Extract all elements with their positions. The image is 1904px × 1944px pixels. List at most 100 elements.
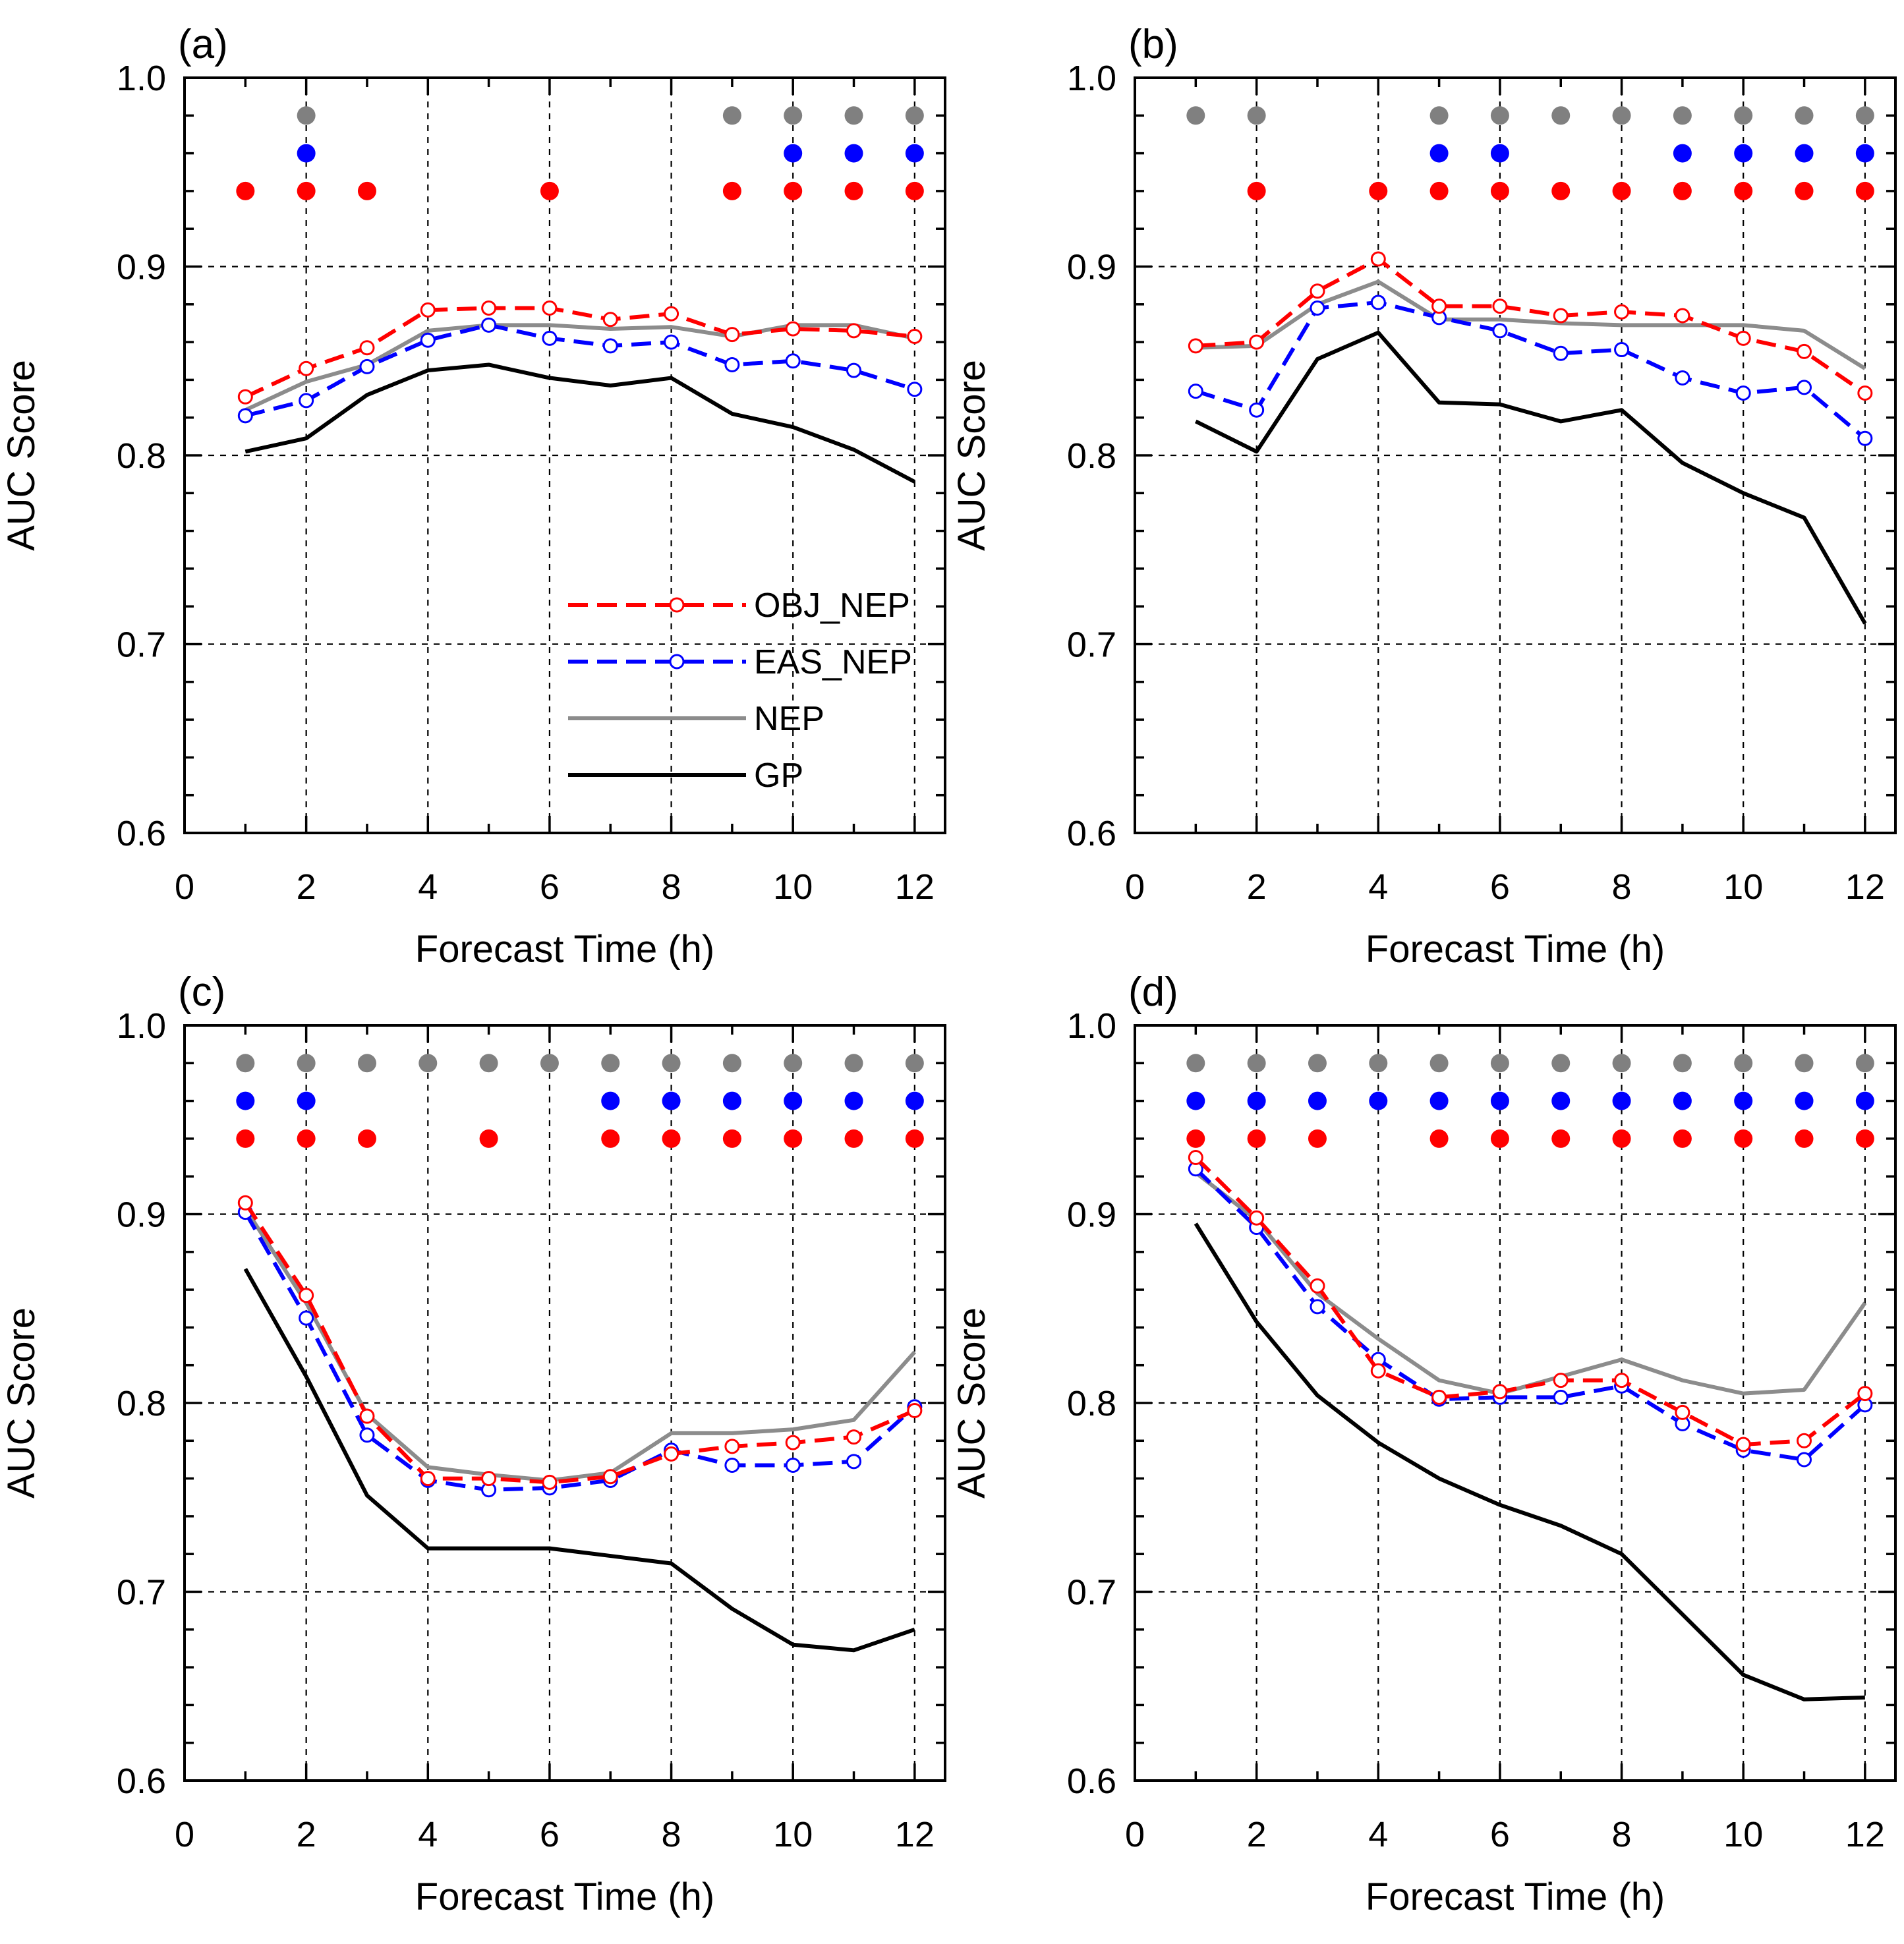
data-point-obj-nep: [1797, 343, 1812, 359]
significance-dot-gray: [236, 1054, 255, 1073]
significance-dot-blue: [1369, 1091, 1388, 1110]
significance-dot-red: [784, 181, 803, 200]
data-point-eas-nep: [542, 330, 558, 346]
y-tick-label: 0.9: [1067, 1195, 1116, 1235]
grid-b: [1135, 78, 1895, 833]
significance-dot-blue: [1734, 144, 1753, 163]
significance-dot-gray: [1795, 1054, 1814, 1073]
grid-c: [185, 1025, 945, 1781]
significance-dot-blue: [1673, 1091, 1692, 1110]
significance-dot-red: [297, 181, 316, 200]
legend: OBJ_NEP EAS_NEP NEP GP: [568, 586, 912, 795]
data-point-obj-nep: [785, 321, 801, 337]
data-point-obj-nep: [907, 329, 923, 345]
data-point-obj-nep: [785, 1435, 801, 1450]
significance-dot-gray: [844, 1054, 863, 1073]
data-point-obj-nep: [359, 340, 375, 356]
significance-dot-blue: [1429, 144, 1449, 163]
data-point-eas-nep: [359, 358, 375, 374]
legend-label-eas-nep: EAS_NEP: [754, 643, 912, 681]
significance-dot-blue: [1247, 1091, 1266, 1110]
significance-dot-red: [1247, 1129, 1266, 1148]
data-point-obj-nep: [724, 1439, 740, 1454]
significance-dot-gray: [297, 106, 316, 125]
significance-dot-red: [905, 181, 924, 200]
data-point-eas-nep: [664, 334, 679, 350]
significance-dot-red: [1308, 1129, 1327, 1148]
significance-dot-blue: [905, 144, 924, 163]
y-tick-label: 0.7: [117, 1573, 166, 1613]
significance-dot-red: [1186, 1129, 1205, 1148]
data-point-eas-nep: [1614, 342, 1630, 358]
data-point-obj-nep: [420, 302, 436, 318]
data-point-obj-nep: [542, 1474, 558, 1490]
y-tick-label: 0.8: [1067, 1384, 1116, 1423]
data-point-obj-nep: [1492, 1384, 1508, 1400]
series-line-gp-b: [1194, 330, 1867, 625]
data-point-obj-nep: [846, 323, 862, 339]
significance-dot-blue: [1795, 144, 1814, 163]
y-tick-label: 0.9: [117, 1195, 166, 1235]
data-point-obj-nep: [237, 389, 253, 405]
y-tick-label: 1.0: [1067, 59, 1116, 98]
significance-dot-gray: [1186, 106, 1205, 125]
x-tick-label: 8: [1612, 1815, 1632, 1854]
y-tick-label: 0.7: [117, 625, 166, 665]
data-point-eas-nep: [1797, 380, 1812, 395]
significance-dot-red: [540, 181, 559, 200]
significance-dot-gray: [297, 1054, 316, 1073]
data-point-eas-nep: [1735, 385, 1751, 401]
significance-dot-blue: [1551, 1091, 1571, 1110]
data-point-eas-nep: [1492, 323, 1508, 339]
significance-dot-red: [784, 1129, 803, 1148]
x-axis-label-d: Forecast Time (h): [1366, 1875, 1665, 1918]
x-tick-label: 4: [1368, 1815, 1388, 1854]
data-point-obj-nep: [1553, 308, 1569, 324]
significance-dot-gray: [1247, 1054, 1266, 1073]
data-point-obj-nep: [1188, 338, 1203, 354]
panel-d: (d) AUC Score Forecast Time (h) 0 2 4 6 8 10 1…: [950, 969, 1897, 1918]
data-point-obj-nep: [481, 300, 497, 316]
data-point-eas-nep: [1370, 295, 1386, 310]
significance-dot-red: [844, 181, 863, 200]
x-tick-label: 6: [540, 867, 560, 907]
y-tick-label: 0.6: [1067, 1761, 1116, 1801]
data-point-eas-nep: [1675, 370, 1690, 386]
significance-dot-gray: [1429, 1054, 1449, 1073]
grid-a: [185, 78, 945, 833]
y-tick-label: 0.6: [117, 814, 166, 853]
y-tick-label: 0.8: [117, 1384, 166, 1423]
significance-dot-blue: [236, 1091, 255, 1110]
significance-dot-gray: [601, 1054, 620, 1073]
significance-dot-gray: [1429, 106, 1449, 125]
significance-dot-red: [1429, 181, 1449, 200]
significance-dot-blue: [844, 1091, 863, 1110]
legend-marker-obj-nep: [669, 597, 685, 613]
x-tick-label: 8: [1612, 867, 1632, 907]
significance-dot-gray: [1612, 106, 1631, 125]
data-point-eas-nep: [299, 1310, 314, 1326]
significance-dot-blue: [1186, 1091, 1205, 1110]
significance-dot-red: [1247, 181, 1266, 200]
significance-dot-red: [479, 1129, 498, 1148]
x-tick-label: 4: [418, 1815, 438, 1854]
data-point-eas-nep: [299, 393, 314, 409]
data-point-obj-nep: [1857, 1386, 1873, 1402]
data-point-eas-nep: [785, 353, 801, 369]
data-point-eas-nep: [1797, 1452, 1812, 1468]
y-tick-label: 1.0: [1067, 1006, 1116, 1046]
series-line-nep-b: [1196, 279, 1866, 370]
significance-dot-red: [1612, 181, 1631, 200]
significance-dot-gray: [1673, 106, 1692, 125]
panel-a: (a) AUC Score Forecast Time (h) 0 2 4 6 8 10 1…: [0, 22, 946, 971]
data-point-eas-nep: [602, 338, 618, 354]
significance-dot-red: [1551, 1129, 1571, 1148]
significance-dot-gray: [722, 1054, 741, 1073]
significance-dot-gray: [1186, 1054, 1205, 1073]
x-tick-label: 2: [297, 867, 316, 907]
data-point-obj-nep: [1249, 1210, 1265, 1226]
series-line-obj-nep-d: [1194, 1156, 1866, 1447]
x-tick-label: 8: [662, 1815, 681, 1854]
data-point-eas-nep: [237, 408, 253, 424]
